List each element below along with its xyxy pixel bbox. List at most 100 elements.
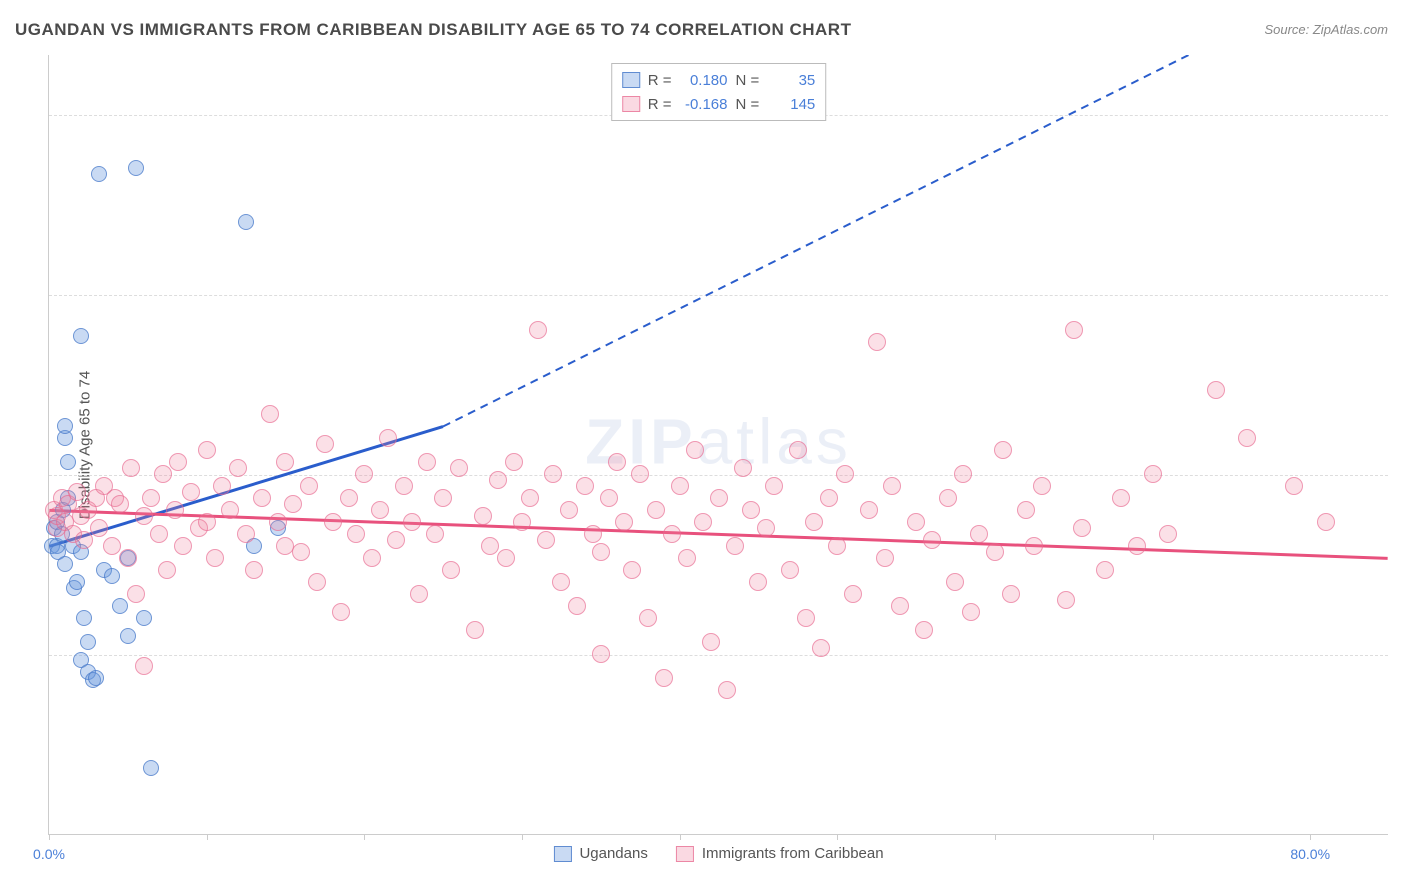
data-point: [631, 465, 649, 483]
data-point: [76, 610, 92, 626]
data-point: [1128, 537, 1146, 555]
data-point: [276, 453, 294, 471]
data-point: [57, 556, 73, 572]
data-point: [986, 543, 1004, 561]
data-point: [529, 321, 547, 339]
n-value-ugandans: 35: [767, 72, 815, 89]
x-tick-label: 0.0%: [33, 846, 65, 862]
source-attribution: Source: ZipAtlas.com: [1264, 22, 1388, 37]
data-point: [142, 489, 160, 507]
data-point: [300, 477, 318, 495]
data-point: [694, 513, 712, 531]
data-point: [844, 585, 862, 603]
data-point: [1065, 321, 1083, 339]
x-tick-label: 80.0%: [1290, 846, 1330, 862]
swatch-blue-icon: [622, 72, 640, 88]
data-point: [860, 501, 878, 519]
data-point: [363, 549, 381, 567]
data-point: [340, 489, 358, 507]
data-point: [253, 489, 271, 507]
data-point: [828, 537, 846, 555]
data-point: [671, 477, 689, 495]
correlation-stats-legend: R = 0.180 N = 35 R = -0.168 N = 145: [611, 63, 827, 121]
data-point: [805, 513, 823, 531]
data-point: [450, 459, 468, 477]
data-point: [568, 597, 586, 615]
chart-plot-area: Disability Age 65 to 74 ZIPatlas 15.0%30…: [48, 55, 1388, 835]
data-point: [584, 525, 602, 543]
data-point: [789, 441, 807, 459]
legend-label: Ugandans: [579, 845, 647, 862]
data-point: [915, 621, 933, 639]
data-point: [686, 441, 704, 459]
data-point: [765, 477, 783, 495]
data-point: [923, 531, 941, 549]
data-point: [970, 525, 988, 543]
data-point: [868, 333, 886, 351]
data-point: [891, 597, 909, 615]
data-point: [734, 459, 752, 477]
data-point: [726, 537, 744, 555]
data-point: [410, 585, 428, 603]
data-point: [962, 603, 980, 621]
data-point: [442, 561, 460, 579]
data-point: [182, 483, 200, 501]
series-legend: Ugandans Immigrants from Caribbean: [553, 845, 883, 862]
data-point: [75, 531, 93, 549]
legend-item-ugandans: Ugandans: [553, 845, 647, 862]
data-point: [1285, 477, 1303, 495]
data-point: [60, 454, 76, 470]
data-point: [576, 477, 594, 495]
gridline-horizontal: [49, 655, 1388, 656]
data-point: [434, 489, 452, 507]
n-value-caribbean: 145: [767, 96, 815, 113]
swatch-pink-icon: [676, 846, 694, 862]
x-tick: [1310, 834, 1311, 840]
data-point: [742, 501, 760, 519]
data-point: [710, 489, 728, 507]
data-point: [718, 681, 736, 699]
data-point: [355, 465, 373, 483]
data-point: [505, 453, 523, 471]
data-point: [954, 465, 972, 483]
stats-row-ugandans: R = 0.180 N = 35: [622, 68, 816, 92]
data-point: [820, 489, 838, 507]
data-point: [489, 471, 507, 489]
data-point: [73, 328, 89, 344]
data-point: [371, 501, 389, 519]
n-label: N =: [736, 72, 760, 89]
data-point: [481, 537, 499, 555]
data-point: [655, 669, 673, 687]
legend-label: Immigrants from Caribbean: [702, 845, 884, 862]
data-point: [103, 537, 121, 555]
data-point: [198, 441, 216, 459]
data-point: [552, 573, 570, 591]
data-point: [238, 214, 254, 230]
gridline-horizontal: [49, 295, 1388, 296]
data-point: [1096, 561, 1114, 579]
data-point: [1144, 465, 1162, 483]
data-point: [68, 483, 86, 501]
data-point: [284, 495, 302, 513]
data-point: [213, 477, 231, 495]
y-tick-label: 30.0%: [1393, 467, 1406, 483]
data-point: [128, 160, 144, 176]
y-tick-label: 45.0%: [1393, 287, 1406, 303]
regression-lines-layer: [49, 55, 1388, 834]
data-point: [615, 513, 633, 531]
data-point: [379, 429, 397, 447]
data-point: [592, 543, 610, 561]
y-tick-label: 60.0%: [1393, 107, 1406, 123]
data-point: [347, 525, 365, 543]
x-tick: [364, 834, 365, 840]
data-point: [994, 441, 1012, 459]
data-point: [663, 525, 681, 543]
data-point: [702, 633, 720, 651]
data-point: [308, 573, 326, 591]
data-point: [678, 549, 696, 567]
data-point: [946, 573, 964, 591]
data-point: [69, 574, 85, 590]
data-point: [1112, 489, 1130, 507]
data-point: [560, 501, 578, 519]
data-point: [883, 477, 901, 495]
